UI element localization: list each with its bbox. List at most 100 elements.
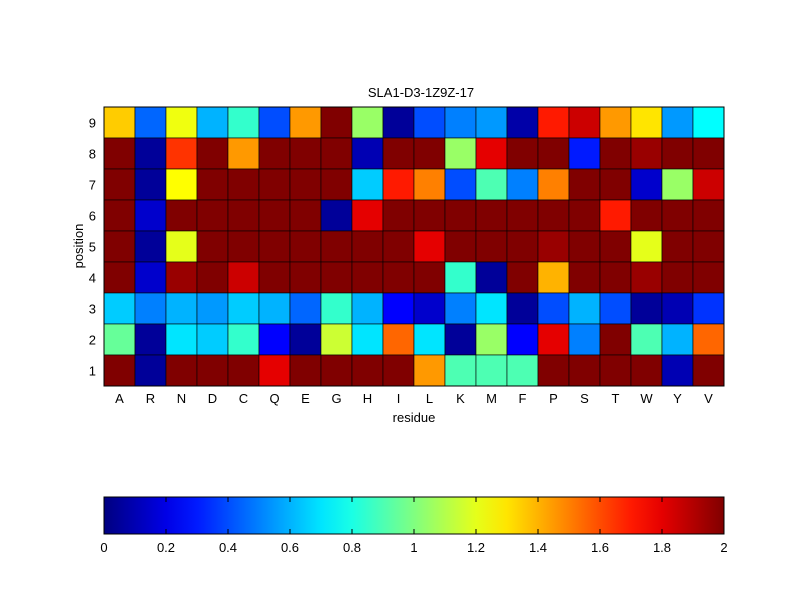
heatmap-cell bbox=[258, 106, 291, 139]
heatmap-cell bbox=[134, 354, 167, 387]
heatmap-cell bbox=[289, 199, 322, 232]
heatmap-cell bbox=[134, 323, 167, 356]
heatmap-cell bbox=[568, 199, 601, 232]
x-tick-label: R bbox=[146, 391, 155, 406]
heatmap-cell bbox=[134, 199, 167, 232]
heatmap-cell bbox=[289, 137, 322, 170]
heatmap-cell bbox=[382, 292, 415, 325]
heatmap-cell bbox=[196, 292, 229, 325]
heatmap-cell bbox=[165, 199, 198, 232]
heatmap-cell bbox=[382, 168, 415, 201]
heatmap-cell bbox=[103, 261, 136, 294]
heatmap-cell bbox=[258, 199, 291, 232]
plot-frame bbox=[103, 106, 725, 387]
heatmap-cell bbox=[382, 137, 415, 170]
heatmap-cell bbox=[382, 230, 415, 263]
heatmap-cell bbox=[444, 261, 477, 294]
heatmap-cell bbox=[258, 137, 291, 170]
heatmap-cell bbox=[289, 261, 322, 294]
colorbar-tick-label: 1.8 bbox=[653, 540, 671, 555]
heatmap-cell bbox=[134, 137, 167, 170]
heatmap-cell bbox=[351, 292, 384, 325]
heatmap-cell bbox=[134, 230, 167, 263]
heatmap-cell bbox=[382, 261, 415, 294]
heatmap-cell bbox=[196, 106, 229, 139]
colorbar-tick-label: 0.8 bbox=[343, 540, 361, 555]
heatmap-cell bbox=[661, 323, 694, 356]
heatmap-cell bbox=[444, 230, 477, 263]
chart-title: SLA1-D3-1Z9Z-17 bbox=[368, 85, 474, 100]
heatmap-cell bbox=[227, 137, 260, 170]
heatmap-cell bbox=[165, 323, 198, 356]
heatmap-cell bbox=[289, 354, 322, 387]
heatmap-cell bbox=[568, 354, 601, 387]
heatmap-cell bbox=[692, 168, 725, 201]
colorbar bbox=[104, 497, 724, 534]
heatmap-cell bbox=[599, 230, 632, 263]
heatmap-cell bbox=[320, 323, 353, 356]
heatmap-cell bbox=[630, 168, 663, 201]
heatmap-cell bbox=[351, 261, 384, 294]
y-tick-label: 1 bbox=[89, 364, 96, 379]
heatmap-cell bbox=[599, 354, 632, 387]
y-tick-label: 3 bbox=[89, 302, 96, 317]
heatmap-cell bbox=[196, 168, 229, 201]
heatmap-cell bbox=[568, 261, 601, 294]
colorbar-tick-label: 1.4 bbox=[529, 540, 547, 555]
heatmap-cell bbox=[630, 292, 663, 325]
heatmap-cell bbox=[320, 261, 353, 294]
heatmap-cell bbox=[537, 292, 570, 325]
heatmap-cell bbox=[258, 230, 291, 263]
heatmap-cell bbox=[661, 199, 694, 232]
heatmap-cell bbox=[134, 292, 167, 325]
heatmap-cell bbox=[320, 199, 353, 232]
heatmap-cell bbox=[692, 230, 725, 263]
heatmap-cell bbox=[196, 261, 229, 294]
heatmap-cell bbox=[134, 106, 167, 139]
heatmap-cell bbox=[630, 106, 663, 139]
colorbar-tick-label: 0.2 bbox=[157, 540, 175, 555]
heatmap-cell bbox=[351, 230, 384, 263]
heatmap-cell bbox=[196, 230, 229, 263]
heatmap-cell bbox=[351, 199, 384, 232]
heatmap-cell bbox=[196, 137, 229, 170]
x-tick-label: M bbox=[486, 391, 497, 406]
heatmap-cell bbox=[165, 168, 198, 201]
heatmap-cell bbox=[692, 323, 725, 356]
heatmap-cell bbox=[258, 354, 291, 387]
heatmap-cell bbox=[320, 292, 353, 325]
heatmap-cell bbox=[661, 292, 694, 325]
heatmap-cell bbox=[289, 323, 322, 356]
heatmap-cell bbox=[506, 137, 539, 170]
heatmap-cell bbox=[103, 323, 136, 356]
heatmap-cell bbox=[444, 354, 477, 387]
y-tick-labels: 9 8 7 6 5 4 3 2 1 bbox=[89, 116, 96, 379]
heatmap-cell bbox=[444, 292, 477, 325]
heatmap-cell bbox=[692, 261, 725, 294]
x-tick-label: L bbox=[426, 391, 433, 406]
heatmap-cell bbox=[537, 168, 570, 201]
heatmap-cell bbox=[692, 292, 725, 325]
colorbar-tick-label: 1.6 bbox=[591, 540, 609, 555]
heatmap-cell bbox=[351, 106, 384, 139]
x-tick-label: P bbox=[549, 391, 558, 406]
heatmap-cell bbox=[227, 230, 260, 263]
heatmap-cell bbox=[599, 168, 632, 201]
heatmap-cell bbox=[475, 137, 508, 170]
heatmap-cell bbox=[351, 354, 384, 387]
heatmap-cell bbox=[320, 137, 353, 170]
heatmap-cell bbox=[630, 199, 663, 232]
heatmap-cell bbox=[537, 354, 570, 387]
heatmap-cell bbox=[599, 261, 632, 294]
heatmap-cell bbox=[475, 168, 508, 201]
heatmap-cell bbox=[196, 354, 229, 387]
heatmap-cell bbox=[661, 354, 694, 387]
heatmap-cell bbox=[413, 106, 446, 139]
y-tick-label: 9 bbox=[89, 116, 96, 131]
heatmap-cell bbox=[537, 261, 570, 294]
x-tick-label: I bbox=[397, 391, 401, 406]
heatmap-cell bbox=[475, 106, 508, 139]
x-tick-label: C bbox=[239, 391, 248, 406]
